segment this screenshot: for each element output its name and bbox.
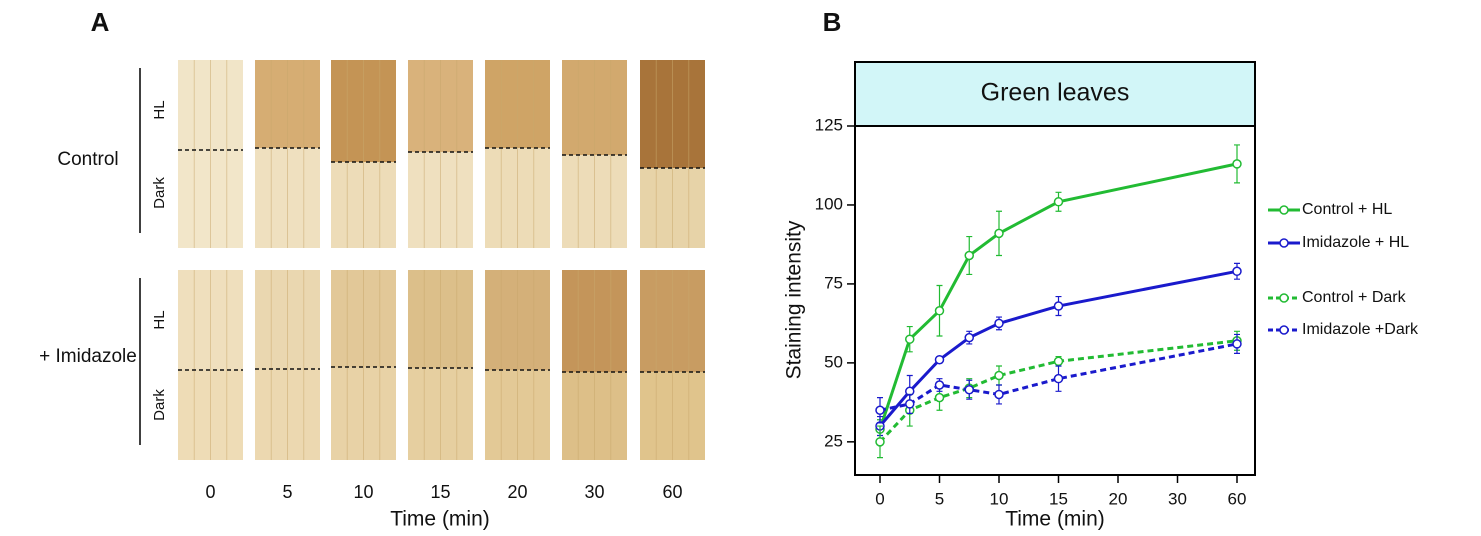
data-point <box>905 334 915 344</box>
chart-title: Green leaves <box>981 79 1130 107</box>
data-point <box>1053 356 1064 367</box>
data-point <box>934 392 945 403</box>
column-label: 0 <box>205 482 215 502</box>
data-point <box>994 370 1004 381</box>
row-sub-label: Dark <box>151 389 168 421</box>
legend-label: Imidazole + HL <box>1302 234 1409 251</box>
legend-marker <box>1279 205 1289 215</box>
x-tick-label: 60 <box>1228 489 1247 508</box>
y-tick-label: 100 <box>815 194 843 213</box>
x-tick-label: 20 <box>1109 489 1128 508</box>
x-tick-label: 0 <box>875 489 884 508</box>
column-label: 30 <box>584 482 604 502</box>
row-sub-label: HL <box>151 100 168 119</box>
y-tick-label: 50 <box>824 352 843 371</box>
data-point <box>1053 301 1064 311</box>
data-point <box>1053 373 1064 384</box>
legend-marker <box>1279 293 1289 303</box>
row-label: Control <box>57 149 118 170</box>
y-axis-title: Staining intensity <box>783 220 806 379</box>
x-axis-title: Time (min) <box>1005 508 1105 531</box>
column-label: 20 <box>507 482 527 502</box>
column-label: 60 <box>662 482 682 502</box>
data-point <box>1232 159 1242 169</box>
x-axis-title: Time (min) <box>390 508 490 531</box>
data-point <box>964 332 974 343</box>
data-point <box>994 318 1004 329</box>
data-point <box>875 405 885 416</box>
series-line <box>878 269 1238 428</box>
row-label: + Imidazole <box>39 346 137 367</box>
x-tick-label: 5 <box>935 489 944 508</box>
data-point <box>934 354 945 365</box>
title-strip <box>854 61 1256 127</box>
legend-label: Control + Dark <box>1302 289 1407 306</box>
panel-label: A <box>91 7 110 37</box>
legend-label: Imidazole +Dark <box>1302 321 1419 338</box>
data-point <box>964 250 974 261</box>
data-point <box>905 399 915 409</box>
x-tick-label: 10 <box>990 489 1009 508</box>
x-tick-label: 30 <box>1168 489 1187 508</box>
column-label: 10 <box>353 482 373 502</box>
data-point <box>1232 266 1242 277</box>
data-point <box>1053 197 1064 207</box>
column-label: 5 <box>282 482 292 502</box>
data-point <box>964 384 974 395</box>
data-point <box>875 437 885 447</box>
legend-marker <box>1279 238 1289 248</box>
plot-frame <box>854 125 1256 476</box>
data-point <box>994 228 1004 239</box>
data-point <box>994 389 1004 400</box>
column-label: 15 <box>430 482 450 502</box>
y-tick-label: 75 <box>824 273 843 292</box>
row-sub-label: Dark <box>151 177 168 209</box>
data-point <box>1232 339 1242 349</box>
data-point <box>934 306 945 316</box>
row-sub-label: HL <box>151 310 168 329</box>
data-point <box>934 380 945 390</box>
legend-label: Control + HL <box>1302 201 1392 218</box>
y-tick-label: 125 <box>815 115 843 134</box>
y-tick-label: 25 <box>824 431 843 450</box>
panel-label: B <box>823 7 842 37</box>
legend-marker <box>1279 325 1289 335</box>
x-tick-label: 15 <box>1049 489 1068 508</box>
